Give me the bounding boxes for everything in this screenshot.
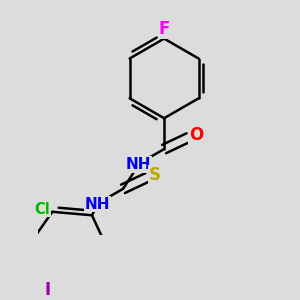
Text: I: I: [44, 281, 50, 299]
Text: O: O: [189, 126, 203, 144]
Text: Cl: Cl: [34, 202, 50, 217]
Text: F: F: [158, 20, 170, 38]
Text: S: S: [149, 166, 161, 184]
Text: NH: NH: [126, 157, 151, 172]
Text: NH: NH: [85, 197, 110, 212]
